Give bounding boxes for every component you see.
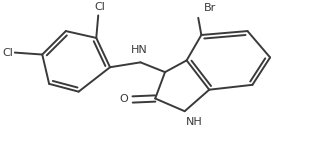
Text: HN: HN xyxy=(130,44,147,55)
Text: Cl: Cl xyxy=(2,48,13,58)
Text: NH: NH xyxy=(186,118,203,127)
Text: O: O xyxy=(119,95,128,104)
Text: Br: Br xyxy=(204,3,216,13)
Text: Cl: Cl xyxy=(94,2,105,12)
